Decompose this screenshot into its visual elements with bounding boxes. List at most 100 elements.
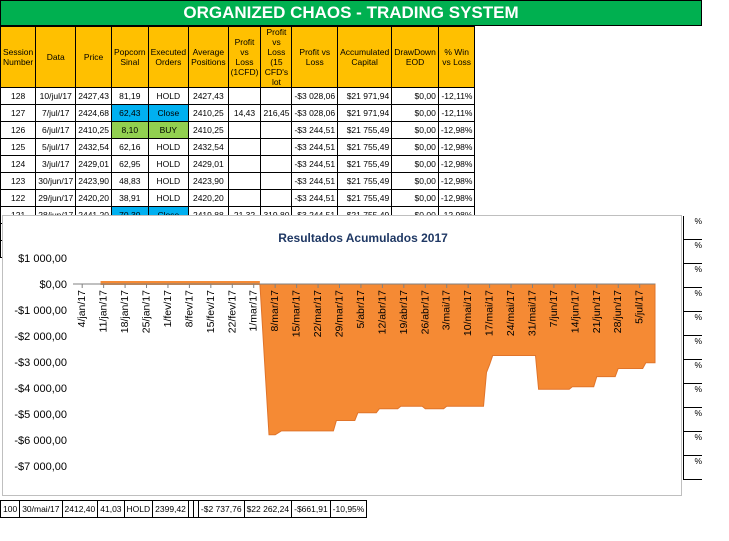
cell-order[interactable]: HOLD	[147, 138, 190, 156]
cell-session[interactable]: 122	[0, 189, 37, 207]
cell-capital[interactable]: $21 755,49	[337, 172, 393, 190]
cell-average[interactable]: 2420,20	[188, 189, 229, 207]
column-header[interactable]: Profit vs Loss	[291, 26, 339, 88]
cell-average[interactable]: 2423,90	[188, 172, 229, 190]
table-row[interactable]: 125 5/jul/17 2432,54 62,16 HOLD 2432,54 -$3 24…	[0, 138, 476, 156]
cell-pl15[interactable]	[260, 121, 293, 139]
cell-average[interactable]: 2410,25	[188, 104, 229, 122]
cell-pct[interactable]: -12,98%	[437, 121, 476, 139]
column-header[interactable]: Price	[75, 26, 112, 88]
cell-pct[interactable]: -12,98%	[437, 155, 476, 173]
cell-pl1[interactable]	[227, 189, 262, 207]
cell-pl15[interactable]: 216,45	[260, 104, 293, 122]
cell-drawdown[interactable]: $0,00	[391, 121, 439, 139]
cell-pl1[interactable]: 14,43	[227, 104, 262, 122]
cell-date[interactable]: 10/jul/17	[35, 87, 77, 105]
column-header[interactable]: Profit vs Loss (1CFD)	[227, 26, 262, 88]
cell-capital[interactable]: $21 755,49	[337, 155, 393, 173]
cell-pct[interactable]: -12,98%	[437, 172, 476, 190]
cell-pct[interactable]: -10,95%	[329, 500, 368, 518]
cell-signal[interactable]: 62,16	[110, 138, 149, 156]
cell-price[interactable]: 2427,43	[75, 87, 112, 105]
cell-pl1[interactable]	[227, 87, 262, 105]
cell-drawdown[interactable]: $0,00	[391, 138, 439, 156]
cell-signal[interactable]: 41,03	[97, 500, 125, 518]
column-header[interactable]: Accumulated Capital	[337, 26, 393, 88]
cell-pl15[interactable]	[260, 138, 293, 156]
cell-date[interactable]: 3/jul/17	[35, 155, 77, 173]
chart-results[interactable]: Resultados Acumulados 2017 $1 000,00 $0,0…	[2, 215, 682, 496]
column-header[interactable]: Data	[35, 26, 77, 88]
cell-price[interactable]: 2432,54	[75, 138, 112, 156]
cell-session[interactable]: 123	[0, 172, 37, 190]
cell-pct[interactable]: -12,11%	[437, 87, 476, 105]
table-row[interactable]: 100 30/mai/17 2412,40 41,03 HOLD 2399,42…	[0, 500, 368, 518]
cell-session[interactable]: 128	[0, 87, 37, 105]
table-row[interactable]: 128 10/jul/17 2427,43 81,19 HOLD 2427,43 -$3 0…	[0, 87, 476, 105]
cell-pl15[interactable]	[260, 172, 293, 190]
column-header[interactable]: Popcorn Sinal	[110, 26, 149, 88]
table-row[interactable]: 127 7/jul/17 2424,68 62,43 Close 2410,25 14,43…	[0, 104, 476, 122]
cell-average[interactable]: 2427,43	[188, 87, 229, 105]
cell-drawdown[interactable]: $0,00	[391, 155, 439, 173]
cell-pl[interactable]: -$2 737,76	[197, 500, 245, 518]
cell-date[interactable]: 6/jul/17	[35, 121, 77, 139]
column-header[interactable]: Profit vs Loss (15 CFD's lot	[260, 26, 293, 88]
cell-drawdown[interactable]: $0,00	[391, 87, 439, 105]
cell-price[interactable]: 2424,68	[75, 104, 112, 122]
cell-order[interactable]: HOLD	[147, 155, 190, 173]
cell-price[interactable]: 2412,40	[61, 500, 99, 518]
cell-price[interactable]: 2410,25	[75, 121, 112, 139]
cell-pl[interactable]: -$3 028,06	[291, 87, 339, 105]
cell-pl[interactable]: -$3 244,51	[291, 155, 339, 173]
cell-pl[interactable]: -$3 244,51	[291, 138, 339, 156]
cell-average[interactable]: 2429,01	[188, 155, 229, 173]
cell-pl[interactable]: -$3 244,51	[291, 189, 339, 207]
cell-signal[interactable]: 62,95	[110, 155, 149, 173]
cell-pl15[interactable]	[260, 87, 293, 105]
cell-pl15[interactable]	[260, 189, 293, 207]
cell-pl1[interactable]	[227, 121, 262, 139]
cell-price[interactable]: 2420,20	[75, 189, 112, 207]
cell-order[interactable]: Close	[147, 104, 190, 122]
cell-average[interactable]: 2399,42	[152, 500, 189, 518]
cell-session[interactable]: 127	[0, 104, 37, 122]
cell-signal[interactable]: 38,91	[110, 189, 149, 207]
cell-date[interactable]: 30/jun/17	[35, 172, 77, 190]
cell-date[interactable]: 5/jul/17	[35, 138, 77, 156]
cell-drawdown[interactable]: $0,00	[391, 104, 439, 122]
cell-date[interactable]: 30/mai/17	[19, 500, 63, 518]
cell-drawdown[interactable]: $0,00	[391, 189, 439, 207]
cell-price[interactable]: 2429,01	[75, 155, 112, 173]
cell-capital[interactable]: $21 755,49	[337, 138, 393, 156]
cell-pl15[interactable]	[260, 155, 293, 173]
cell-signal[interactable]: 81,19	[110, 87, 149, 105]
table-row[interactable]: 126 6/jul/17 2410,25 8,10 BUY 2410,25 -$3 244,…	[0, 121, 476, 139]
table-row[interactable]: 123 30/jun/17 2423,90 48,83 HOLD 2423,90 -$3 2…	[0, 172, 476, 190]
cell-capital[interactable]: $21 755,49	[337, 121, 393, 139]
cell-pct[interactable]: -12,98%	[437, 138, 476, 156]
cell-pl[interactable]: -$3 028,06	[291, 104, 339, 122]
column-header[interactable]: % Win vs Loss	[437, 26, 476, 88]
cell-date[interactable]: 29/jun/17	[35, 189, 77, 207]
cell-date[interactable]: 7/jul/17	[35, 104, 77, 122]
cell-pl1[interactable]	[227, 172, 262, 190]
cell-order[interactable]: HOLD	[147, 189, 190, 207]
cell-capital[interactable]: $21 755,49	[337, 189, 393, 207]
column-header[interactable]: DrawDown EOD	[391, 26, 439, 88]
table-row[interactable]: 124 3/jul/17 2429,01 62,95 HOLD 2429,01 -$3 24…	[0, 155, 476, 173]
cell-capital[interactable]: $21 971,94	[337, 104, 393, 122]
cell-average[interactable]: 2432,54	[188, 138, 229, 156]
cell-session[interactable]: 124	[0, 155, 37, 173]
cell-session[interactable]: 100	[0, 500, 21, 518]
cell-signal[interactable]: 48,83	[110, 172, 149, 190]
cell-pl1[interactable]	[227, 155, 262, 173]
column-header[interactable]: Executed Orders	[147, 26, 190, 88]
cell-drawdown[interactable]: $0,00	[391, 172, 439, 190]
cell-capital[interactable]: $21 971,94	[337, 87, 393, 105]
cell-signal[interactable]: 62,43	[110, 104, 149, 122]
table-row[interactable]: 122 29/jun/17 2420,20 38,91 HOLD 2420,20 -$3 2…	[0, 189, 476, 207]
cell-pl[interactable]: -$3 244,51	[291, 172, 339, 190]
cell-order[interactable]: HOLD	[147, 172, 190, 190]
cell-average[interactable]: 2410,25	[188, 121, 229, 139]
